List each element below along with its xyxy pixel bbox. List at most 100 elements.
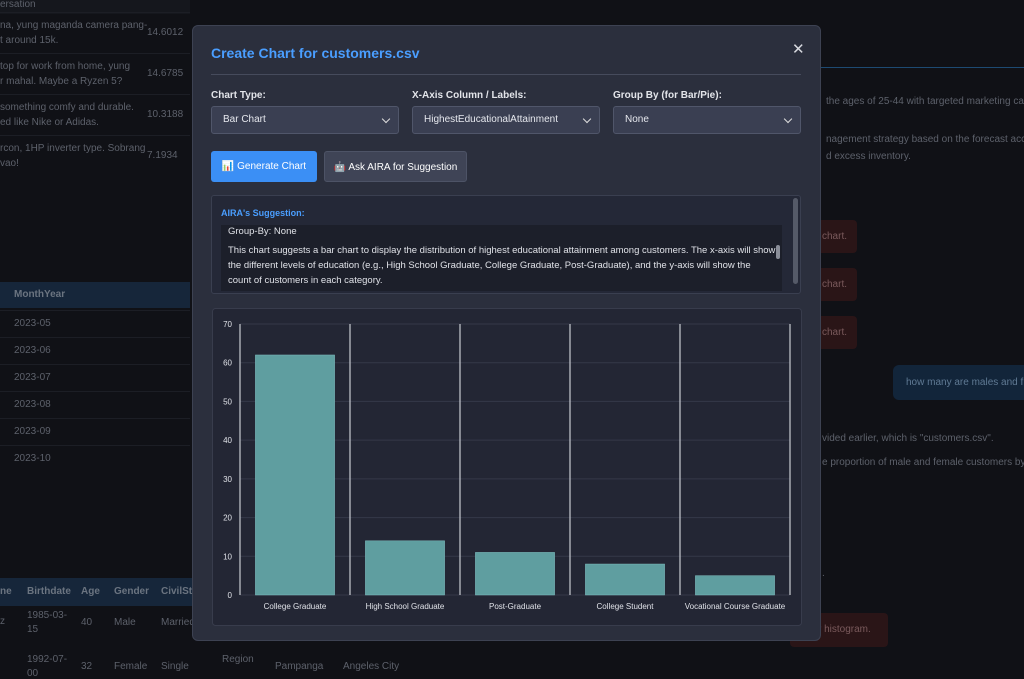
- cell: Female: [114, 661, 148, 672]
- cell: t around 15k.: [0, 35, 59, 46]
- modal: Create Chart for customers.csv ✕ Chart T…: [192, 25, 821, 641]
- chat-text: d excess inventory.: [826, 151, 911, 162]
- chart: 0 10 20 30 40 50 60 70 College Graduate High Scho…: [212, 308, 802, 626]
- cell: 1985-03-: [27, 610, 68, 621]
- scrollbar: [776, 245, 780, 259]
- y-tick-label: 70: [223, 320, 232, 329]
- error-text: r histogram.: [818, 624, 871, 635]
- cell: 15: [27, 624, 39, 635]
- row-divider: [0, 364, 190, 365]
- x-tick-label: Post-Graduate: [489, 602, 542, 611]
- cell: r mahal. Maybe a Ryzen 5?: [0, 76, 123, 87]
- field-label: Group By (for Bar/Pie):: [613, 90, 722, 101]
- cell: 14.6012: [147, 27, 184, 38]
- select[interactable]: Bar Chart: [211, 106, 399, 134]
- chat-text: e proportion of male and female customer…: [822, 457, 1024, 468]
- divider: [821, 67, 1024, 68]
- header-text: ne: [0, 586, 12, 597]
- select[interactable]: None: [613, 106, 801, 134]
- table-header: [0, 578, 215, 606]
- scrollbar: [793, 198, 798, 284]
- row-divider: [0, 12, 190, 13]
- chat-text: the ages of 25-44 with targeted marketin…: [826, 96, 1024, 107]
- cell: 2023-09: [14, 426, 51, 437]
- error-text: chart.: [822, 231, 848, 242]
- suggest-button[interactable]: 🤖 Ask AIRA for Suggestion: [324, 151, 467, 182]
- x-tick-label: Vocational Course Graduate: [685, 602, 786, 611]
- divider: [211, 74, 801, 75]
- field-label: Chart Type:: [211, 90, 266, 101]
- header-text: Gender: [114, 586, 150, 597]
- chat-text: vided earlier, which is "customers.csv".: [822, 433, 994, 444]
- row-divider: [0, 94, 190, 95]
- suggestion-text: This chart suggests a bar chart to displ…: [228, 245, 776, 286]
- bar: [255, 354, 335, 596]
- bar: [695, 575, 775, 596]
- row-divider: [0, 53, 190, 54]
- header-text: ersation: [0, 0, 36, 10]
- cell: 2023-05: [14, 318, 51, 329]
- cell: 2023-08: [14, 399, 51, 410]
- generate-button[interactable]: 📊 Generate Chart: [211, 151, 317, 182]
- chat-text: how many are males and f: [906, 377, 1024, 388]
- row-divider: [0, 418, 190, 419]
- suggestion-group: Group-By: None: [228, 226, 297, 237]
- cell: na, yung maganda camera pang-: [0, 20, 148, 31]
- modal-title: Create Chart for customers.csv: [211, 45, 420, 61]
- bar: [365, 540, 445, 596]
- cell: Region: [222, 654, 254, 665]
- y-tick-label: 30: [223, 475, 232, 484]
- x-tick-label: College Student: [597, 602, 655, 611]
- row-divider: [0, 135, 190, 136]
- y-tick-label: 60: [223, 359, 232, 368]
- y-tick-label: 20: [223, 514, 232, 523]
- suggestion-heading: AIRA's Suggestion:: [221, 208, 305, 218]
- cell: Male: [114, 617, 136, 628]
- cell: top for work from home, yung: [0, 61, 131, 72]
- cell: ed like Nike or Adidas.: [0, 117, 99, 128]
- chart-panel: [212, 308, 802, 626]
- header-text: Age: [81, 586, 100, 597]
- error-text: chart.: [822, 279, 848, 290]
- row-divider: [0, 337, 190, 338]
- cell: Angeles City: [343, 661, 400, 672]
- x-tick-label: High School Graduate: [366, 602, 445, 611]
- select[interactable]: HighestEducationalAttainment: [412, 106, 600, 134]
- table-header: [0, 0, 190, 14]
- cell: 10.3188: [147, 109, 184, 120]
- cell: 2023-07: [14, 372, 51, 383]
- y-tick-label: 0: [228, 591, 233, 600]
- y-tick-label: 10: [223, 552, 232, 561]
- header-text: MonthYear: [14, 289, 66, 300]
- cell: 32: [81, 661, 93, 672]
- field-label: X-Axis Column / Labels:: [412, 90, 527, 101]
- user-bubble: [893, 365, 1024, 400]
- table-header: [0, 282, 190, 308]
- suggestion-content: Group-By: None This chart suggests a bar…: [221, 225, 782, 291]
- row-divider: [0, 445, 190, 446]
- y-tick-label: 40: [223, 436, 232, 445]
- cell: 1992-07-: [27, 654, 68, 665]
- cell: Married: [161, 617, 195, 628]
- chat-text: .: [822, 568, 825, 579]
- cell: Single: [161, 661, 189, 672]
- row-divider: [0, 391, 190, 392]
- cell: 7.1934: [147, 150, 178, 161]
- cell: Pampanga: [275, 661, 324, 672]
- cell: z: [0, 616, 5, 627]
- suggestion-box: AIRA's Suggestion: Group-By: None This c…: [211, 195, 801, 294]
- y-tick-label: 50: [223, 397, 232, 406]
- error-text: chart.: [822, 327, 848, 338]
- cell: 40: [81, 617, 93, 628]
- cell: something comfy and durable.: [0, 102, 134, 113]
- cell: rcon, 1HP inverter type. Sobrang: [0, 143, 146, 154]
- cell: vao!: [0, 158, 19, 169]
- bar: [585, 563, 665, 596]
- bar: [475, 552, 555, 596]
- close-button[interactable]: ✕: [792, 41, 805, 58]
- x-tick-label: College Graduate: [264, 602, 327, 611]
- cell: 2023-10: [14, 453, 51, 464]
- chat-text: nagement strategy based on the forecast …: [826, 134, 1024, 145]
- cell: 2023-06: [14, 345, 51, 356]
